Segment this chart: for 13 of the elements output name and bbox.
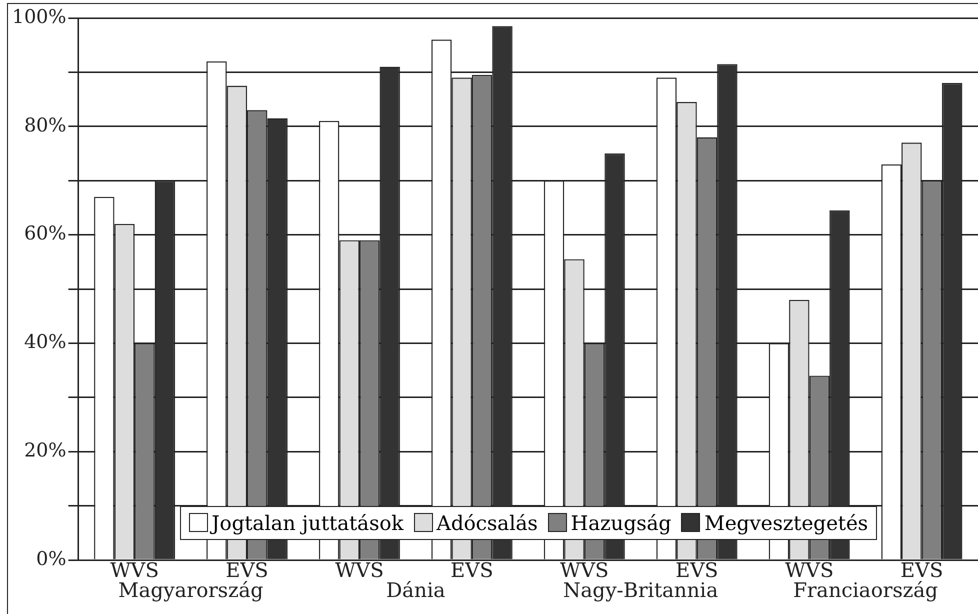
y-tick-label: 0%: [36, 548, 66, 570]
y-tick-label: 100%: [12, 6, 66, 28]
x-tick-label: WVS: [335, 558, 384, 582]
y-tick-label: 20%: [24, 440, 66, 462]
legend-label: Megvesztegetés: [703, 511, 868, 535]
y-tick-label: 80%: [24, 114, 66, 136]
x-tick-label: EVS: [450, 558, 494, 582]
y-tick-label: 40%: [24, 331, 66, 354]
legend-label: Hazugság: [570, 511, 672, 535]
series-label: Jogtalan juttatások: [209, 511, 404, 535]
text: Dánia: [386, 578, 446, 602]
legend-label: Adócsalás: [435, 511, 538, 535]
y-tick-label: 60%: [24, 222, 66, 245]
